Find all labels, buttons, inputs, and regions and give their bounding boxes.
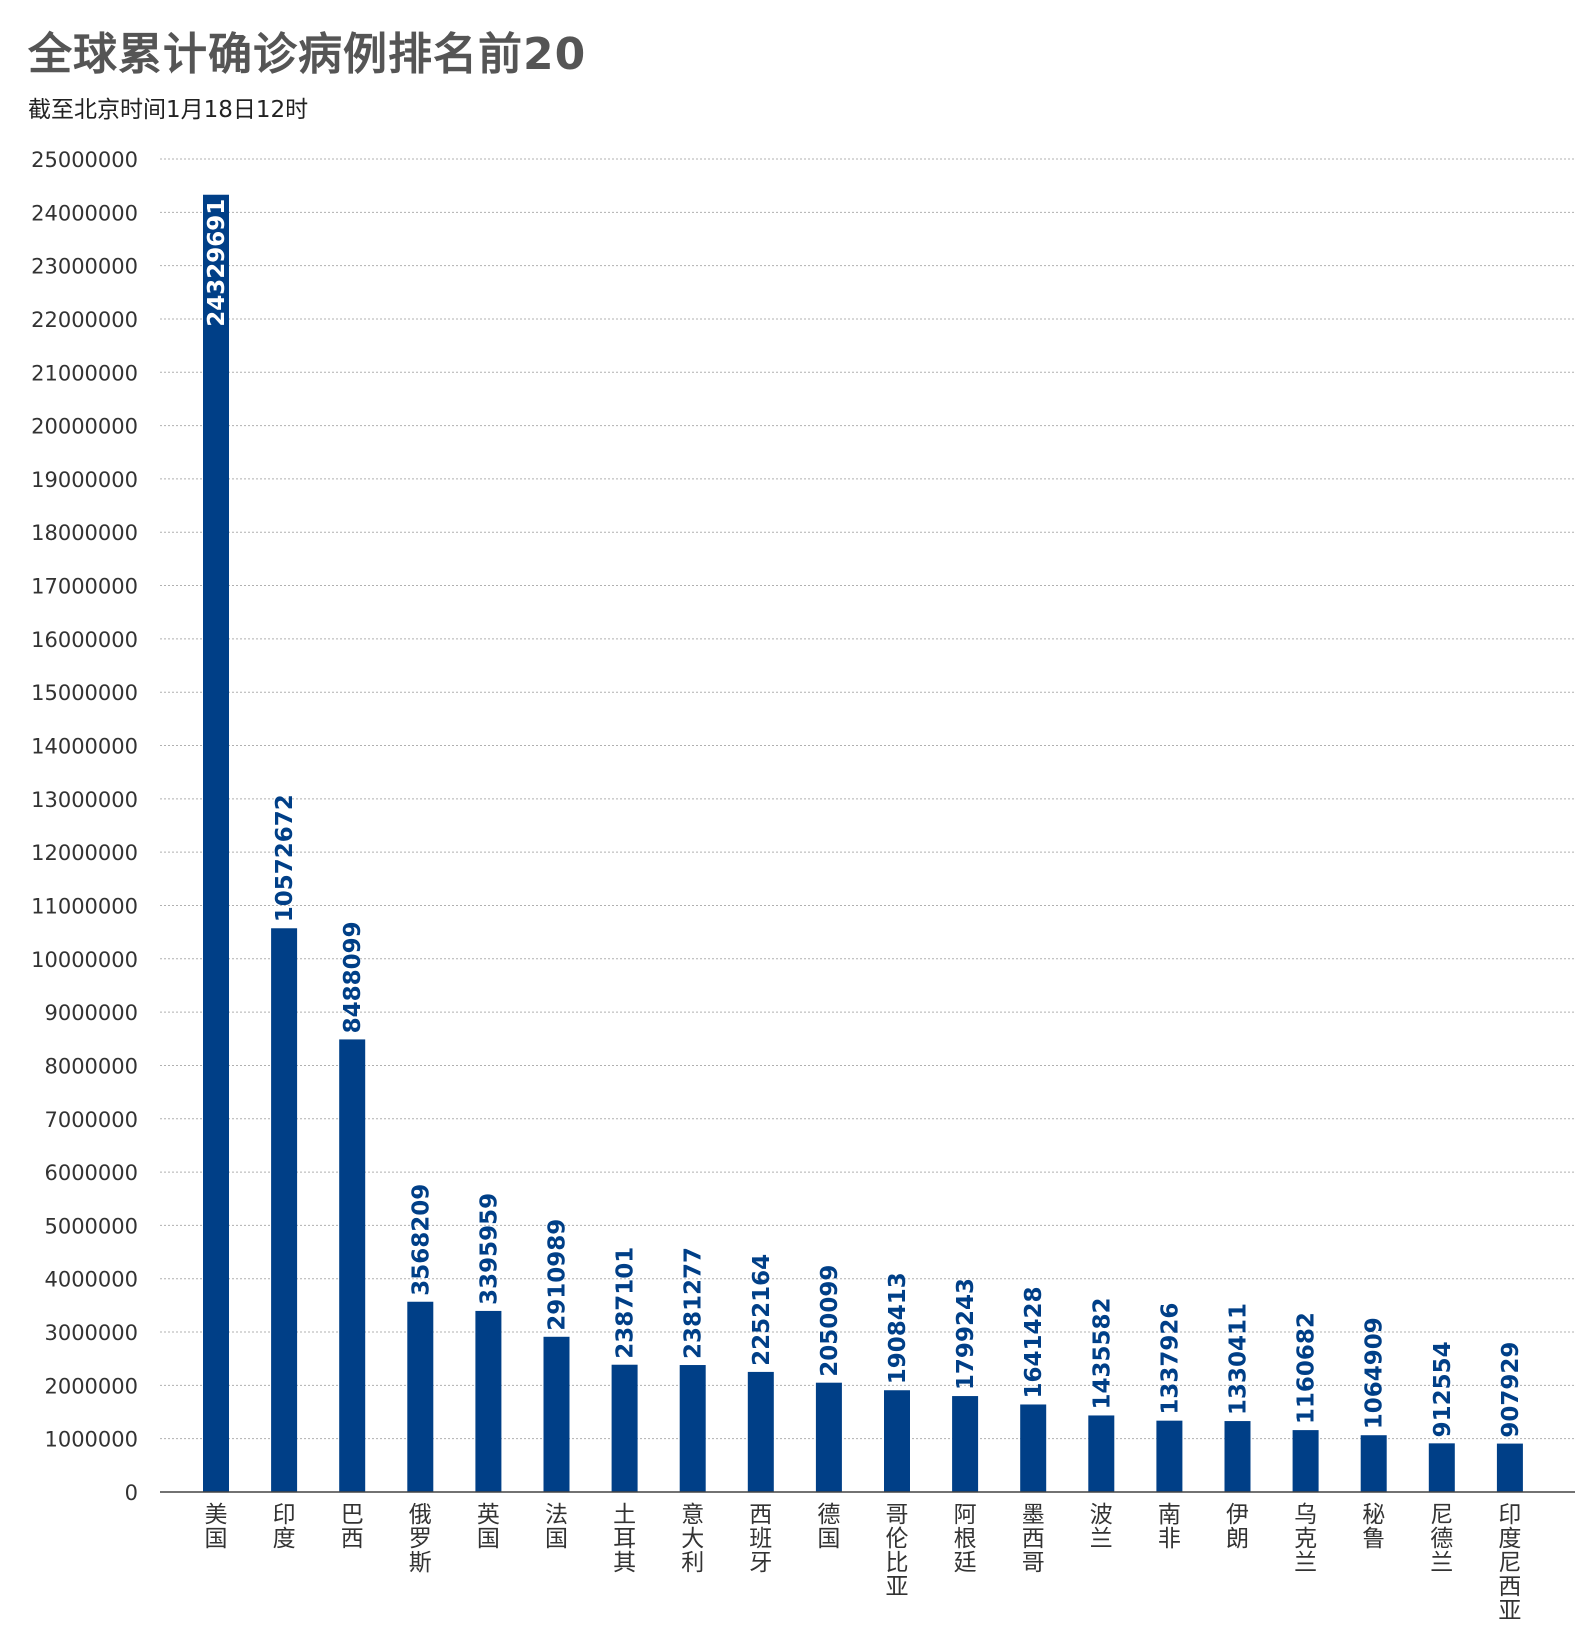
bar (884, 1390, 910, 1492)
y-tick-label: 17000000 (31, 575, 138, 599)
y-tick-label: 2000000 (44, 1374, 138, 1398)
bar (747, 1371, 774, 1492)
x-tick-label: 乌克兰 (1294, 1502, 1317, 1576)
y-tick-label: 4000000 (44, 1268, 138, 1292)
y-tick-label: 13000000 (31, 788, 138, 812)
bar (679, 1365, 706, 1492)
y-tick-label: 8000000 (44, 1054, 138, 1078)
bar (203, 194, 229, 1493)
y-tick-label: 10000000 (31, 948, 138, 972)
value-labels: 24329691 10572672 8488099 3568209 3395959 291… (204, 199, 1524, 1438)
value-label: 1064909 (1362, 1317, 1388, 1429)
value-label: 912554 (1430, 1341, 1456, 1437)
bar (1428, 1443, 1455, 1492)
gridlines (160, 158, 1575, 1440)
x-tick-label: 意大利 (681, 1502, 704, 1576)
y-tick-label: 22000000 (31, 308, 138, 332)
x-tick-label: 波兰 (1090, 1502, 1113, 1552)
chart-title: 全球累计确诊病例排名前20 (28, 29, 587, 80)
y-tick-label: 15000000 (31, 681, 138, 705)
bar (611, 1364, 638, 1492)
y-tick-label: 12000000 (31, 841, 138, 865)
bar (407, 1301, 434, 1492)
x-tick-label: 法国 (545, 1502, 568, 1552)
y-tick-label: 18000000 (31, 521, 138, 545)
bar (1224, 1421, 1251, 1492)
x-tick-label: 美国 (205, 1502, 228, 1552)
value-label: 2910989 (545, 1219, 571, 1331)
x-tick-label: 秘鲁 (1362, 1502, 1385, 1552)
bar (1292, 1430, 1319, 1492)
value-label: 2381277 (681, 1247, 707, 1359)
x-tick-label: 巴西 (341, 1502, 364, 1552)
bar (1020, 1404, 1047, 1492)
y-tick-label: 24000000 (31, 201, 138, 225)
y-tick-label: 19000000 (31, 468, 138, 492)
x-tick-label: 伊朗 (1226, 1502, 1249, 1552)
y-tick-label: 14000000 (31, 735, 138, 759)
x-tick-label: 土耳其 (613, 1502, 636, 1576)
x-tick-label: 哥伦比亚 (886, 1502, 909, 1600)
x-tick-label: 西班牙 (749, 1502, 772, 1576)
bar (475, 1310, 502, 1492)
y-tick-label: 7000000 (44, 1108, 138, 1132)
value-label: 1641428 (1021, 1286, 1047, 1398)
bar (815, 1382, 842, 1492)
value-label: 1337926 (1157, 1303, 1183, 1415)
x-tick-label: 尼德兰 (1430, 1502, 1453, 1576)
value-label: 1435582 (1089, 1297, 1115, 1409)
value-label: 24329691 (204, 199, 230, 327)
y-tick-label: 3000000 (44, 1321, 138, 1345)
x-tick-label: 印度尼西亚 (1498, 1502, 1521, 1624)
value-label: 3395959 (476, 1193, 502, 1305)
y-tick-label: 20000000 (31, 415, 138, 439)
y-tick-label: 5000000 (44, 1214, 138, 1238)
value-label: 2050099 (817, 1265, 843, 1377)
y-axis-ticks: 0 1000000 2000000 3000000 4000000 5000000 6000… (31, 148, 138, 1505)
x-tick-label: 德国 (817, 1502, 840, 1552)
bar (271, 928, 298, 1492)
value-label: 1908413 (885, 1272, 911, 1384)
y-tick-label: 1000000 (44, 1428, 138, 1452)
chart-subtitle: 截至北京时间1月18日12时 (28, 97, 309, 123)
x-tick-label: 俄罗斯 (409, 1502, 432, 1576)
y-tick-label: 21000000 (31, 361, 138, 385)
bar (1088, 1415, 1115, 1492)
y-tick-label: 6000000 (44, 1161, 138, 1185)
bar (1496, 1443, 1523, 1492)
y-tick-label: 9000000 (44, 1001, 138, 1025)
bar (952, 1396, 979, 1492)
value-label: 1330411 (1226, 1303, 1252, 1415)
y-tick-label: 0 (125, 1481, 138, 1505)
value-label: 1160682 (1294, 1312, 1320, 1424)
bar (339, 1039, 366, 1492)
y-tick-label: 16000000 (31, 628, 138, 652)
value-label: 8488099 (340, 921, 366, 1033)
x-tick-label: 阿根廷 (954, 1502, 977, 1576)
y-tick-label: 25000000 (31, 148, 138, 172)
bar (1156, 1420, 1183, 1492)
value-label: 907929 (1498, 1342, 1524, 1438)
x-tick-label: 印度 (273, 1502, 296, 1552)
x-tick-label: 英国 (477, 1502, 500, 1552)
value-label: 1799243 (953, 1278, 979, 1390)
value-label: 3568209 (408, 1184, 434, 1296)
x-tick-label: 墨西哥 (1022, 1502, 1045, 1576)
x-tick-label: 南非 (1158, 1502, 1181, 1552)
y-tick-label: 11000000 (31, 894, 138, 918)
y-tick-label: 23000000 (31, 255, 138, 279)
bar (1360, 1435, 1387, 1492)
bar (543, 1336, 570, 1492)
value-label: 2387101 (613, 1247, 639, 1359)
value-label: 2252164 (749, 1254, 775, 1366)
bars (203, 194, 1523, 1493)
value-label: 10572672 (272, 794, 298, 922)
